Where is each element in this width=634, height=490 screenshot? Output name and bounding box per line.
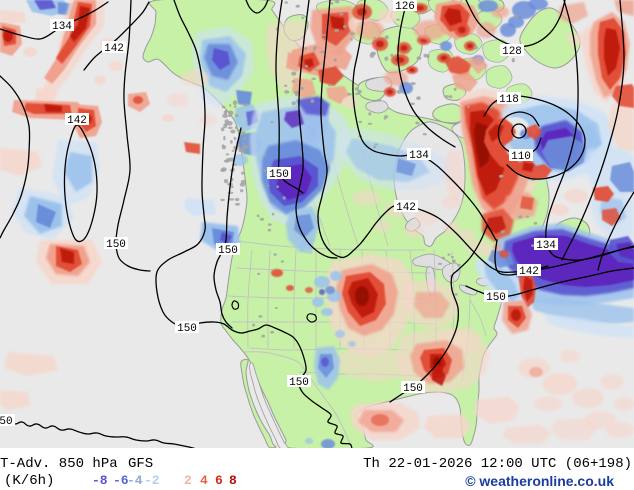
svg-text:150: 150 [106,239,126,251]
svg-text:128: 128 [502,46,522,58]
svg-text:110: 110 [511,151,531,163]
svg-text:150: 150 [269,169,289,181]
svg-text:150: 150 [177,323,197,335]
svg-text:150: 150 [403,383,423,395]
svg-text:142: 142 [519,266,539,278]
svg-text:142: 142 [396,202,416,214]
svg-text:134: 134 [409,150,429,162]
svg-text:126: 126 [395,1,415,13]
svg-text:150: 150 [486,292,506,304]
svg-text:134: 134 [52,21,72,33]
svg-text:150: 150 [218,245,238,257]
svg-text:142: 142 [104,43,124,55]
svg-text:118: 118 [499,94,519,106]
svg-text:150: 150 [289,377,309,389]
svg-text:134: 134 [536,240,556,252]
svg-text:142: 142 [67,115,87,127]
svg-text:50: 50 [0,416,13,428]
